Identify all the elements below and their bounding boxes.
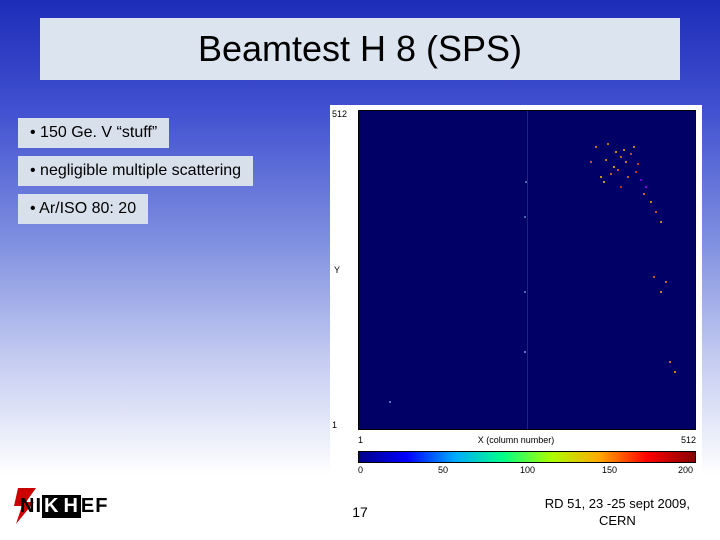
plot-area xyxy=(358,110,696,430)
x-axis-label: X (column number) xyxy=(478,435,555,445)
footer-line: RD 51, 23 -25 sept 2009, xyxy=(545,496,690,513)
cb-tick: 200 xyxy=(678,465,693,475)
x-tick-right: 512 xyxy=(681,435,696,445)
scatter-chart: 512 Y 1 1 512 X (column number) 0 50 100… xyxy=(330,105,702,475)
bullet-item: • 150 Ge. V “stuff” xyxy=(18,118,169,148)
slide-title: Beamtest H 8 (SPS) xyxy=(60,28,660,70)
logo-part: H xyxy=(61,495,80,518)
cb-tick: 0 xyxy=(358,465,363,475)
x-tick-left: 1 xyxy=(358,435,363,445)
cb-tick: 150 xyxy=(602,465,617,475)
cb-tick: 50 xyxy=(438,465,448,475)
y-tick-bottom: 1 xyxy=(332,420,337,430)
bullet-item: • Ar/ISO 80: 20 xyxy=(18,194,148,224)
logo-part: NI xyxy=(20,495,42,518)
bullet-list: • 150 Ge. V “stuff” • negligible multipl… xyxy=(18,118,253,232)
colorbar xyxy=(358,451,696,463)
footer-line: CERN xyxy=(545,513,690,530)
page-number: 17 xyxy=(352,504,368,520)
y-tick-top: 512 xyxy=(332,109,347,119)
footer-info: RD 51, 23 -25 sept 2009, CERN xyxy=(545,496,690,530)
main-cluster xyxy=(565,131,675,221)
title-box: Beamtest H 8 (SPS) xyxy=(40,18,680,80)
logo-part: K xyxy=(42,495,61,518)
cb-tick: 100 xyxy=(520,465,535,475)
logo-text: NIKHEF xyxy=(20,495,108,518)
center-line xyxy=(527,111,528,429)
logo-part: EF xyxy=(81,495,109,518)
nikhef-logo: NIKHEF xyxy=(20,488,130,524)
bullet-item: • negligible multiple scattering xyxy=(18,156,253,186)
y-axis-label: Y xyxy=(334,265,340,275)
